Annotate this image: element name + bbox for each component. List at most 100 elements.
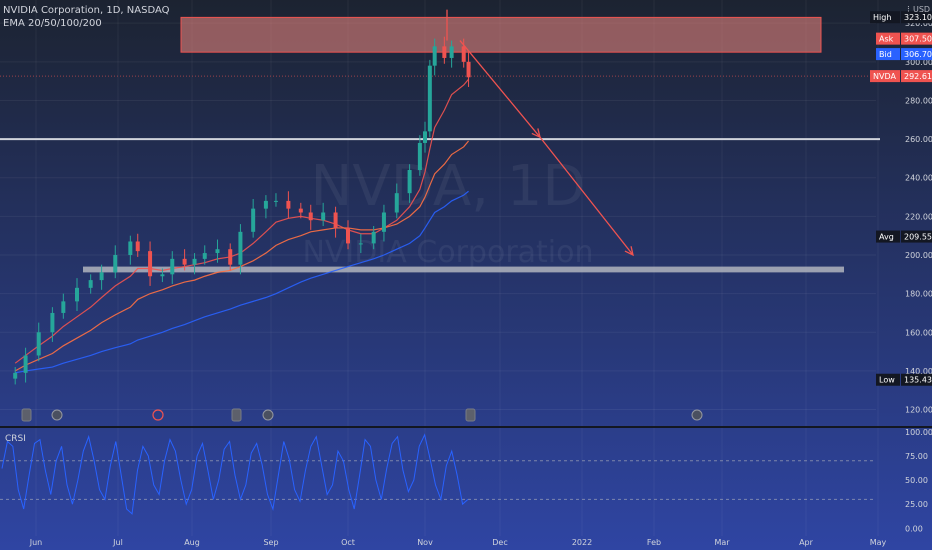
time-tick-label: Aug [184,538,200,547]
price-tick-label: 220.00 [905,212,932,221]
ema-20-line [14,78,470,364]
candle-body [466,61,471,78]
candle-body [99,272,104,281]
candle-body [273,200,278,202]
candle-body [192,258,197,265]
candle-body [182,258,187,265]
candle-body [346,227,350,244]
earnings-icon[interactable] [262,409,274,421]
candle-body [417,142,422,170]
price-tick-label: 140.00 [905,367,932,376]
candle-body [358,243,363,245]
low-value: 135.43 [904,376,932,385]
candle-body [298,208,303,213]
candle-body [251,208,256,232]
candle-body [333,212,338,228]
earnings-icon[interactable] [51,409,63,421]
candle-body [36,332,41,356]
candle-body [170,258,175,275]
dividend-icon[interactable] [231,408,242,422]
resistance-zone[interactable] [180,16,822,53]
time-tick-label: Apr [799,538,814,547]
high-label: High [873,13,891,22]
price-axis[interactable]: 120.00 140.00 160.00 180.00 200.00 220.00 240.… [905,19,932,414]
candle-body [286,200,291,209]
bid-label: Bid [879,50,892,59]
crsi-tick-label: 75.00 [905,452,928,461]
candle-body [263,200,268,209]
candle-body [228,249,233,265]
nvda-label-bg [870,70,900,83]
price-tick-label: 180.00 [905,290,932,299]
time-axis[interactable]: Jun Jul Aug Sep Oct Nov Dec 2022 Feb Mar Apr May [29,538,887,547]
time-tick-label: 2022 [572,538,592,547]
event-icons[interactable] [21,408,703,422]
bid-label-bg [876,48,900,61]
candle-body [160,274,165,277]
candle-body [202,253,207,259]
projection-arrow-1[interactable] [459,40,541,138]
candle-body [13,372,18,379]
high-value: 323.10 [904,13,932,22]
nvda-label: NVDA [873,72,896,81]
ask-value: 307.50 [904,35,932,44]
price-tick-label: 320.00 [905,19,932,28]
crsi-tick-label: 0.00 [905,524,923,533]
projection-arrow-2-head[interactable] [624,246,634,257]
projection-arrow-2[interactable] [539,136,634,256]
avg-label: Avg [879,233,894,242]
avg-label-bg [876,230,900,243]
candle-body [427,65,432,132]
candle-body [75,287,79,302]
high-label-bg [870,11,900,24]
candle-body [461,46,466,62]
time-tick-label: Jul [112,538,123,547]
projection-arrows[interactable] [446,9,634,257]
dividend-icon[interactable] [465,408,476,422]
time-tick-label: Mar [714,538,730,547]
time-tick-label: May [870,538,887,547]
drawing-annotations[interactable] [0,16,880,273]
candle-body [394,193,399,213]
candles [13,36,471,385]
price-tick-label: 240.00 [905,174,932,183]
dividend-icon[interactable] [21,408,32,422]
high-value-bg [901,11,932,24]
crsi-title: CRSI [5,434,26,444]
candle-body [432,46,437,66]
header-symbol: NVIDIA Corporation, 1D, NASDAQ [3,5,170,16]
time-tick-label: Nov [417,538,433,547]
price-tick-label: 300.00 [905,58,932,67]
ask-label-bg [876,32,900,45]
candle-body [88,280,93,288]
candle-body [215,249,220,254]
nvda-value: 292.61 [904,72,932,81]
crsi-line [1,433,469,515]
bid-value-bg [901,48,932,61]
lock-icon[interactable]: ⁝ [907,5,910,15]
candle-body [371,231,376,244]
ema-lines [14,78,470,374]
watermark-name: NVIDIA Corporation [302,235,593,270]
split-icon[interactable] [152,409,164,421]
earnings-icon[interactable] [691,409,703,421]
price-tags: High 323.10 Ask 307.50 Bid 306.70 NVDA 292.61 Av… [870,11,932,386]
candle-body [135,241,140,252]
candle-body [381,212,386,232]
crsi-tick-label: 25.00 [905,500,928,509]
support-zone[interactable] [83,266,844,273]
ema-50-line [14,140,470,372]
low-label: Low [879,376,895,385]
candle-body [449,46,454,58]
currency-label[interactable]: USD [913,5,930,14]
crsi-pane: 0.00 25.00 50.00 75.00 100.00 [0,428,932,533]
time-tick-label: Feb [647,538,661,547]
avg-value-bg [901,230,932,243]
price-tick-label: 120.00 [905,406,932,415]
pane-divider[interactable] [0,426,932,428]
time-tick-label: Dec [492,538,507,547]
ask-value-bg [901,32,932,45]
candle-body [23,355,28,373]
